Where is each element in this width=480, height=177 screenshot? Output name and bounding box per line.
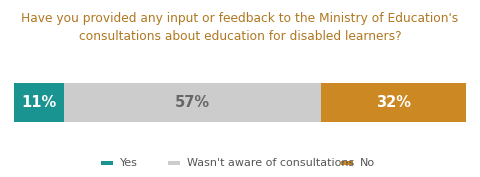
Bar: [101, 161, 113, 165]
Bar: [321, 83, 466, 122]
Text: 57%: 57%: [175, 95, 210, 110]
Text: Yes: Yes: [120, 158, 138, 168]
Text: 32%: 32%: [376, 95, 411, 110]
Text: Wasn't aware of consultations: Wasn't aware of consultations: [187, 158, 354, 168]
Bar: [64, 83, 321, 122]
Bar: [14, 83, 64, 122]
Text: 11%: 11%: [22, 95, 57, 110]
Bar: [168, 161, 180, 165]
Bar: [341, 161, 353, 165]
Text: Have you provided any input or feedback to the Ministry of Education's
consultat: Have you provided any input or feedback …: [22, 12, 458, 43]
Text: No: No: [360, 158, 375, 168]
